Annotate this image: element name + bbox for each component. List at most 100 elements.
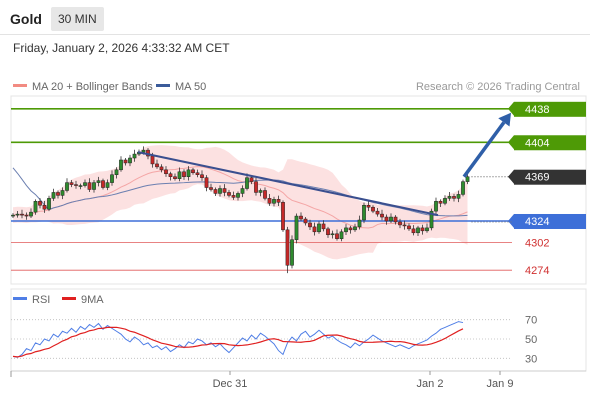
candle-body <box>42 204 47 210</box>
candle-body <box>353 226 357 231</box>
candle-body <box>312 226 317 233</box>
candle-body <box>362 204 366 221</box>
candle-body <box>317 223 321 233</box>
candle-body <box>186 169 191 177</box>
candle-body <box>24 214 29 217</box>
candle-body <box>204 177 209 188</box>
candle-body <box>47 198 51 210</box>
credit-text: Research © 2026 Trading Central <box>416 81 580 93</box>
candle-body <box>15 213 20 216</box>
candle-body <box>254 181 258 193</box>
candle-body <box>465 176 470 182</box>
candle-body <box>380 213 384 218</box>
candle-body <box>339 231 344 239</box>
candle-body <box>168 173 173 177</box>
level-tag-pointer <box>508 101 514 116</box>
rsi-line <box>12 321 464 358</box>
level-tag <box>514 101 586 117</box>
legend-swatch <box>156 84 170 87</box>
level-label: 4438 <box>525 104 549 116</box>
level-tag <box>514 213 586 229</box>
legend-entry: MA 20 + Bollinger Bands <box>32 81 153 93</box>
candle-body <box>240 188 245 194</box>
candle-body <box>191 169 195 174</box>
candle-body <box>290 239 294 266</box>
level-tag-pointer <box>508 213 514 228</box>
legend: MA 20 + Bollinger Bands MA 50 <box>13 81 206 93</box>
rsi-level-label: 70 <box>525 315 537 327</box>
candle-body <box>272 199 276 204</box>
candle-body <box>182 171 186 177</box>
candle-body <box>420 227 425 232</box>
timestamp: Friday, January 2, 2026 4:33:32 AM CET <box>13 41 230 55</box>
candle-body <box>443 198 447 204</box>
candle-body <box>69 182 74 185</box>
candle-body <box>425 227 429 232</box>
candle-body <box>335 233 339 239</box>
candle-body <box>384 216 389 222</box>
candle-body <box>294 215 299 240</box>
candle-body <box>56 192 60 196</box>
candle-body <box>123 159 128 164</box>
candle-body <box>398 221 402 226</box>
candle-body <box>209 187 213 190</box>
candle-body <box>74 184 78 186</box>
candle-body <box>330 233 335 236</box>
level-label: 4324 <box>525 216 549 228</box>
candle-body <box>461 181 465 195</box>
candle-body <box>78 185 83 187</box>
last-price-pointer <box>508 169 514 184</box>
candle-body <box>60 190 65 196</box>
candle-body <box>114 169 119 175</box>
candle-body <box>285 229 290 266</box>
candle-body <box>200 174 204 178</box>
candle-body <box>92 182 96 190</box>
candle-body <box>438 201 443 204</box>
candle-body <box>195 172 200 175</box>
last-price-tag <box>514 169 586 185</box>
candle-body <box>173 176 177 179</box>
x-tick-label: Jan 9 <box>487 378 514 390</box>
candle-body <box>218 188 222 194</box>
candle-body <box>429 210 434 229</box>
candle-body <box>150 155 155 165</box>
candle-body <box>308 222 312 228</box>
candle-body <box>245 177 249 189</box>
candle-body <box>434 201 438 212</box>
chart-header: Gold 30 MIN <box>0 0 590 38</box>
candle-body <box>456 194 461 199</box>
candle-body <box>344 227 348 233</box>
candle-body <box>371 206 375 212</box>
price-panel-frame <box>10 95 587 285</box>
timeframe-button[interactable]: 30 MIN <box>51 7 104 31</box>
candle-body <box>303 218 308 224</box>
candle-body <box>110 174 114 183</box>
candle-body <box>155 163 159 168</box>
candle-body <box>236 193 240 198</box>
candle-body <box>96 180 101 183</box>
candle-body <box>231 195 236 198</box>
level-label: 4302 <box>525 238 549 250</box>
candle-body <box>263 190 267 199</box>
level-tag <box>514 135 586 151</box>
candle-body <box>83 182 87 186</box>
candle-body <box>128 157 132 164</box>
level-label: 4404 <box>525 137 549 149</box>
candle-body <box>393 216 398 223</box>
rsi-legend-swatch <box>13 297 27 300</box>
candle-body <box>101 180 105 188</box>
candle-body <box>276 199 281 203</box>
trendline <box>137 151 439 217</box>
candle-body <box>447 196 452 199</box>
target-arrow-shaft <box>462 121 506 178</box>
x-tick-label: Jan 2 <box>417 378 444 390</box>
candle-body <box>11 214 15 217</box>
candle-body <box>222 188 227 193</box>
candle-body <box>366 204 371 208</box>
candle-body <box>249 177 254 182</box>
candle-body <box>357 219 362 228</box>
candle-body <box>29 211 33 217</box>
candle-body <box>452 196 456 199</box>
header-divider <box>0 34 590 35</box>
